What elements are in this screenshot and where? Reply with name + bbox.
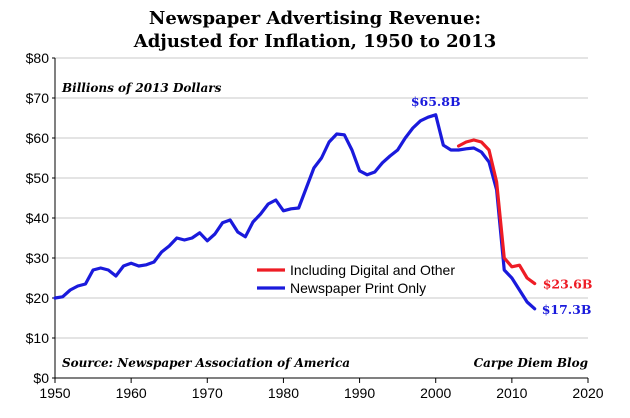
chart-title-line-1: Newspaper Advertising Revenue: — [149, 8, 481, 29]
y-tick-label: $40 — [26, 210, 50, 226]
credit-note: Carpe Diem Blog — [474, 356, 588, 370]
legend-label: Including Digital and Other — [290, 262, 455, 278]
y-tick-label: $10 — [26, 330, 50, 346]
y-tick-label: $80 — [26, 50, 50, 66]
series-line-digital-and-other — [456, 138, 537, 286]
x-tick-label: 1970 — [192, 385, 223, 401]
y-axis-label: Billions of 2013 Dollars — [61, 81, 222, 95]
legend-label: Newspaper Print Only — [290, 280, 426, 296]
series-line-print-only — [53, 113, 537, 311]
x-tick-label: 1990 — [344, 385, 375, 401]
x-tick-label: 2020 — [572, 385, 603, 401]
x-tick-label: 2000 — [420, 385, 451, 401]
data-annotation: $65.8B — [411, 94, 461, 109]
x-tick-label: 2010 — [496, 385, 527, 401]
gridlines — [55, 57, 588, 339]
x-tick-label: 1950 — [39, 385, 70, 401]
x-axis-ticks: 1950 1960 1970 1980 1990 2000 2010 2020 — [39, 378, 604, 401]
series-lines — [53, 113, 537, 311]
source-note: Source: Newspaper Association of America — [62, 356, 350, 370]
legend: Including Digital and Other Newspaper Pri… — [257, 262, 455, 296]
y-tick-label: $60 — [26, 130, 50, 146]
y-tick-label: $70 — [26, 90, 50, 106]
chart-title-line-2: Adjusted for Inflation, 1950 to 2013 — [133, 31, 497, 52]
y-tick-label: $30 — [26, 250, 50, 266]
x-tick-label: 1980 — [268, 385, 299, 401]
annotations: $65.8B $23.6B $17.3B — [411, 94, 593, 317]
x-tick-label: 1960 — [116, 385, 147, 401]
y-tick-label: $0 — [33, 370, 49, 386]
y-axis-ticks: $0 $10 $20 $30 $40 $50 $60 $70 $80 — [26, 50, 55, 386]
y-tick-label: $50 — [26, 170, 50, 186]
y-tick-label: $20 — [26, 290, 50, 306]
data-annotation: $23.6B — [543, 277, 593, 292]
data-annotation: $17.3B — [542, 302, 592, 317]
